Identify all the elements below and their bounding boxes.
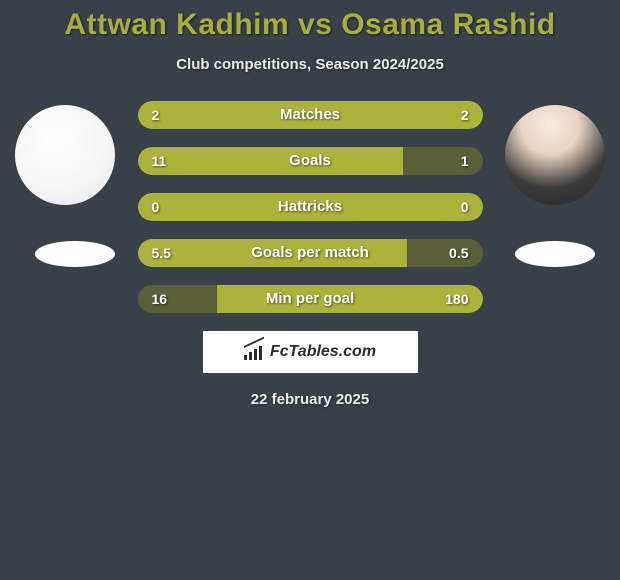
stat-value-right: 1 (461, 147, 469, 175)
bar-chart-icon (244, 344, 264, 360)
stat-label: Goals per match (138, 239, 483, 267)
stat-value-right: 180 (445, 285, 468, 313)
stat-row-hattricks: 0 Hattricks 0 (138, 193, 483, 221)
player-left-flag (35, 241, 115, 267)
brand-text: FcTables.com (270, 343, 376, 361)
stat-rows: 2 Matches 2 11 Goals 1 0 Hattricks 0 5.5… (138, 101, 483, 313)
brand-badge: FcTables.com (203, 331, 418, 373)
subtitle: Club competitions, Season 2024/2025 (0, 56, 620, 73)
stat-label: Matches (138, 101, 483, 129)
player-left-avatar (15, 105, 115, 205)
stat-label: Hattricks (138, 193, 483, 221)
stat-value-right: 0.5 (449, 239, 468, 267)
player-right-avatar (505, 105, 605, 205)
comparison-panel: 2 Matches 2 11 Goals 1 0 Hattricks 0 5.5… (0, 101, 620, 408)
stat-value-right: 2 (461, 101, 469, 129)
date-label: 22 february 2025 (0, 391, 620, 408)
stat-row-matches: 2 Matches 2 (138, 101, 483, 129)
stat-label: Goals (138, 147, 483, 175)
stat-row-goals-per-match: 5.5 Goals per match 0.5 (138, 239, 483, 267)
stat-row-min-per-goal: 16 Min per goal 180 (138, 285, 483, 313)
stat-label: Min per goal (138, 285, 483, 313)
player-right-flag (515, 241, 595, 267)
page-title: Attwan Kadhim vs Osama Rashid (0, 0, 620, 42)
stat-row-goals: 11 Goals 1 (138, 147, 483, 175)
stat-value-right: 0 (461, 193, 469, 221)
